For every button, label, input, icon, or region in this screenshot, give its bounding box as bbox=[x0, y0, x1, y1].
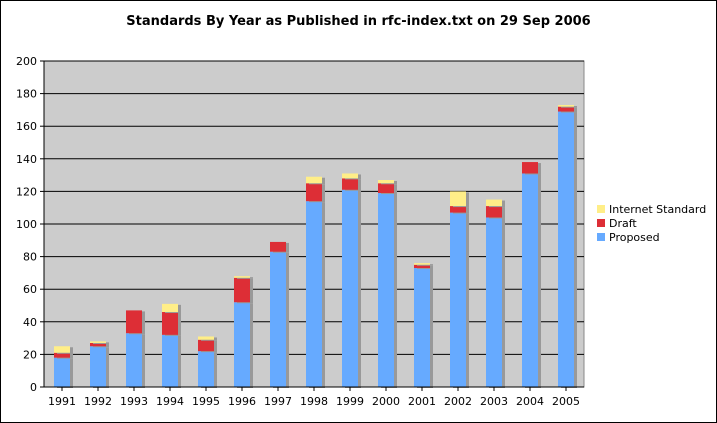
y-tick-label-40: 40 bbox=[23, 316, 37, 329]
y-tick-label-20: 20 bbox=[23, 348, 37, 361]
y-tick-label-160: 160 bbox=[16, 120, 37, 133]
bar-1996-internet-standard bbox=[234, 276, 250, 278]
x-tick-label-2005: 2005 bbox=[552, 395, 580, 408]
bar-2003-draft bbox=[486, 206, 502, 218]
bar-1991-draft bbox=[54, 352, 70, 358]
x-tick-label-2002: 2002 bbox=[444, 395, 472, 408]
x-tick-label-1999: 1999 bbox=[336, 395, 364, 408]
bar-2000-internet-standard bbox=[378, 179, 394, 184]
bar-2005-draft bbox=[558, 106, 574, 112]
legend-label-internet-standard: Internet Standard bbox=[609, 203, 706, 216]
bar-1991-internet-standard bbox=[54, 346, 70, 353]
bar-1994-internet-standard bbox=[162, 303, 178, 313]
x-tick-label-1995: 1995 bbox=[192, 395, 220, 408]
y-tick-label-80: 80 bbox=[23, 251, 37, 264]
y-tick-label-180: 180 bbox=[16, 88, 37, 101]
bar-1997-proposed bbox=[270, 251, 286, 387]
y-tick-label-140: 140 bbox=[16, 153, 37, 166]
bar-2003-proposed bbox=[486, 217, 502, 387]
bar-1995-internet-standard bbox=[198, 336, 214, 340]
bar-2002-draft bbox=[450, 206, 466, 213]
bar-shadow-2005-internet-standard bbox=[561, 106, 577, 108]
bar-1995-proposed bbox=[198, 351, 214, 387]
axes: 0 20 40 60 80 100 120 140 160 180 200 1991 1992 1993 1… bbox=[16, 55, 584, 408]
bar-shadow-1996-internet-standard bbox=[237, 277, 253, 279]
bar-1992-internet-standard bbox=[90, 341, 106, 343]
bar-2004-draft bbox=[522, 162, 538, 174]
bar-2000-draft bbox=[378, 183, 394, 194]
bar-1999-proposed bbox=[342, 189, 358, 387]
bar-1994-proposed bbox=[162, 334, 178, 387]
bar-2001-internet-standard bbox=[414, 263, 430, 265]
bar-1996-proposed bbox=[234, 302, 250, 387]
legend-swatch-internet-standard bbox=[597, 205, 605, 213]
bar-1995-draft bbox=[198, 339, 214, 352]
bars bbox=[54, 105, 577, 388]
bar-shadow-2001-internet-standard bbox=[417, 264, 433, 266]
bar-1991-proposed bbox=[54, 357, 70, 387]
bar-1992-draft bbox=[90, 342, 106, 347]
bar-1993-draft bbox=[126, 310, 142, 334]
bar-1998-proposed bbox=[306, 201, 322, 387]
bar-2004-proposed bbox=[522, 173, 538, 387]
bar-shadow-1992-internet-standard bbox=[93, 342, 109, 344]
x-tick-label-2004: 2004 bbox=[516, 395, 544, 408]
x-tick-label-1996: 1996 bbox=[228, 395, 256, 408]
legend-label-draft: Draft bbox=[609, 217, 637, 230]
y-tick-label-120: 120 bbox=[16, 185, 37, 198]
x-tick-label-1997: 1997 bbox=[264, 395, 292, 408]
bar-1994-draft bbox=[162, 312, 178, 335]
x-tick-label-1998: 1998 bbox=[300, 395, 328, 408]
chart-title: Standards By Year as Published in rfc-in… bbox=[126, 14, 591, 29]
bar-1992-proposed bbox=[90, 346, 106, 387]
bar-2002-proposed bbox=[450, 212, 466, 387]
bar-1999-internet-standard bbox=[342, 173, 358, 179]
bar-1993-proposed bbox=[126, 333, 142, 387]
legend-swatch-draft bbox=[597, 219, 605, 227]
y-tick-label-60: 60 bbox=[23, 283, 37, 296]
x-tick-label-2001: 2001 bbox=[408, 395, 436, 408]
bar-2003-internet-standard bbox=[486, 199, 502, 207]
bar-2005-internet-standard bbox=[558, 105, 574, 107]
x-tick-label-1991: 1991 bbox=[48, 395, 76, 408]
x-tick-label-2003: 2003 bbox=[480, 395, 508, 408]
bar-1997-draft bbox=[270, 241, 286, 252]
x-tick-label-1992: 1992 bbox=[84, 395, 112, 408]
x-tick-label-1994: 1994 bbox=[156, 395, 184, 408]
bar-1998-internet-standard bbox=[306, 176, 322, 184]
legend-swatch-proposed bbox=[597, 233, 605, 241]
bar-1996-draft bbox=[234, 277, 250, 303]
y-tick-label-200: 200 bbox=[16, 55, 37, 68]
bar-2000-proposed bbox=[378, 193, 394, 387]
legend-label-proposed: Proposed bbox=[609, 231, 660, 244]
bar-2001-draft bbox=[414, 264, 430, 269]
bar-1998-draft bbox=[306, 183, 322, 202]
y-tick-label-0: 0 bbox=[30, 381, 37, 394]
bar-2005-proposed bbox=[558, 111, 574, 387]
x-tick-label-1993: 1993 bbox=[120, 395, 148, 408]
bar-2001-proposed bbox=[414, 268, 430, 387]
x-tick-label-2000: 2000 bbox=[372, 395, 400, 408]
bar-2002-internet-standard bbox=[450, 191, 466, 207]
bar-1999-draft bbox=[342, 178, 358, 190]
y-tick-label-100: 100 bbox=[16, 218, 37, 231]
